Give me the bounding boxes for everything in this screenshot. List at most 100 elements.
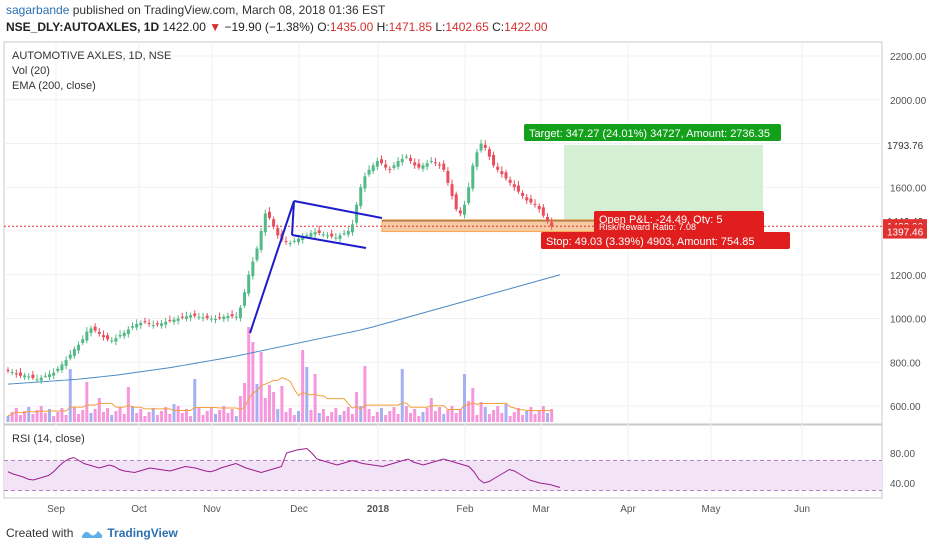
y-tick-label: 1000.00	[890, 315, 927, 326]
volume-bar	[392, 407, 396, 422]
candle-body	[284, 241, 288, 243]
volume-bar	[89, 413, 93, 422]
target-fill	[564, 144, 763, 221]
volume-bar	[508, 416, 512, 422]
candle-body	[263, 213, 267, 233]
volume-ma	[7, 377, 552, 417]
volume-bar	[39, 406, 43, 422]
volume-bar	[52, 416, 56, 422]
volume-bar	[255, 384, 259, 422]
volume-bar	[280, 386, 284, 422]
volume-bar	[396, 414, 400, 422]
candle-body	[487, 149, 491, 157]
volume-bar	[126, 387, 130, 422]
change: −19.90 (−1.38%)	[224, 20, 314, 34]
volume-bar	[131, 406, 134, 422]
volume-bar	[342, 411, 346, 422]
candle-body	[317, 230, 321, 234]
volume-bar	[35, 410, 39, 422]
volume-bar	[276, 409, 280, 422]
candle-body	[417, 163, 421, 168]
stop-price-label-bg	[883, 224, 927, 239]
volume-bar	[189, 416, 193, 422]
candle-body	[500, 171, 504, 175]
candle-body	[313, 232, 317, 235]
volume-bar	[321, 409, 325, 422]
candle-body	[122, 332, 126, 337]
volume-bar	[409, 413, 413, 422]
candle-body	[359, 187, 363, 207]
volume-bar	[371, 416, 375, 422]
volume-bar	[330, 412, 334, 422]
candle-body	[442, 163, 446, 170]
volume-bar	[533, 414, 537, 422]
x-tick-label: Mar	[532, 504, 550, 515]
rsi-tick-label: 40.00	[890, 479, 915, 490]
o-label: O:	[317, 20, 330, 34]
volume-bar	[85, 382, 89, 422]
y-tick-label: 800.00	[890, 358, 921, 369]
volume-bar	[521, 415, 525, 422]
volume-bar	[546, 413, 549, 422]
candle-body	[301, 237, 305, 240]
candle-body	[131, 326, 134, 328]
candle-body	[276, 227, 280, 236]
volume-bar	[172, 404, 176, 422]
risk-reward-label: Risk/Reward Ratio: 7.08	[599, 222, 696, 232]
volume-bar	[205, 411, 209, 422]
volume-bar	[516, 408, 520, 422]
x-tick-label: Apr	[620, 504, 636, 515]
rsi-line	[7, 447, 561, 488]
candle-body	[139, 322, 143, 326]
candle-body	[218, 317, 222, 319]
volume-bar	[346, 407, 350, 422]
candle-body	[10, 372, 14, 374]
volume-bar	[450, 406, 454, 422]
volume-bar	[467, 401, 471, 422]
volume-bar	[425, 408, 429, 422]
volume-bar	[284, 412, 288, 422]
candle-body	[467, 187, 471, 203]
volume-bar	[429, 398, 433, 422]
volume-bar	[56, 412, 60, 422]
candle-body	[201, 317, 205, 319]
candle-body	[342, 233, 346, 235]
volume-bar	[251, 342, 255, 422]
volume-bar	[421, 412, 425, 422]
volume-bar	[209, 407, 213, 422]
candle-body	[363, 176, 367, 189]
volume-bar	[504, 404, 508, 422]
y-tick-label: 1200.00	[890, 271, 927, 282]
candle-body	[72, 349, 76, 356]
candle-body	[388, 168, 392, 170]
high-value: 1471.85	[388, 20, 433, 34]
volume-bar	[77, 414, 81, 422]
volume-bar	[218, 410, 222, 422]
ohlc-line: NSE_DLY:AUTOAXLES, 1D 1422.00 ▼ −19.90 (…	[6, 20, 548, 34]
candle-body	[446, 171, 450, 183]
ema-polyline	[7, 274, 561, 385]
candle-body	[421, 165, 425, 169]
author-link[interactable]: sagarbande	[6, 3, 70, 17]
candle-body	[525, 197, 529, 201]
volume-bar	[446, 410, 450, 422]
candle-body	[508, 179, 512, 183]
volume-bar	[475, 415, 479, 422]
candle-body	[334, 237, 338, 239]
volume-bar	[375, 412, 379, 422]
tradingview-brand[interactable]: TradingView	[107, 526, 178, 540]
candle-body	[68, 354, 72, 359]
target-label-bg	[524, 124, 781, 141]
candle-body	[247, 274, 251, 294]
candle-body	[126, 329, 130, 335]
candle-body	[259, 231, 263, 250]
candle-body	[6, 369, 10, 371]
x-tick-label: Jun	[794, 504, 810, 515]
volume-bar	[160, 411, 164, 422]
stop-label: Stop: 49.03 (3.39%) 4903, Amount: 754.85	[546, 236, 755, 248]
candles	[6, 139, 554, 385]
candle-body	[475, 152, 479, 167]
volume-bar	[164, 407, 168, 422]
